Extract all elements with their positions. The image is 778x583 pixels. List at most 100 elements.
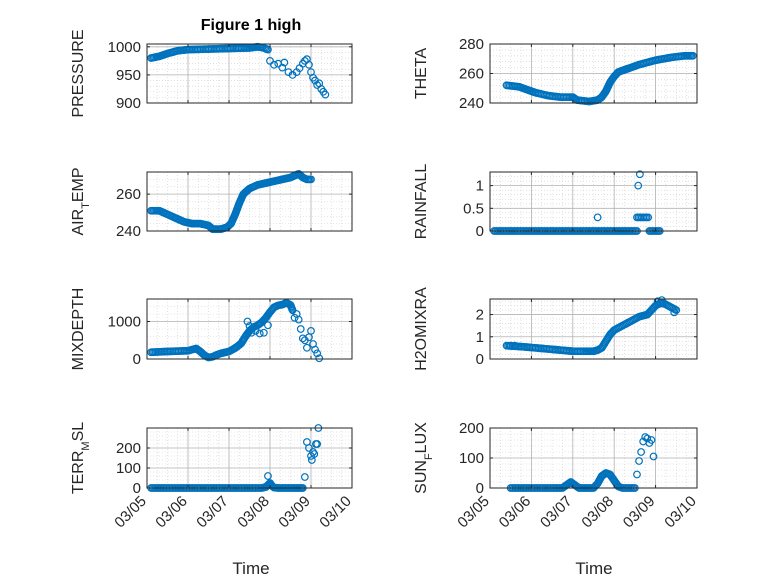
y-tick-label: 1000 [108,314,141,331]
x-tick-label: 03/10 [316,493,355,532]
axes-box [489,298,698,360]
data-point [243,317,252,326]
x-tick-label: 03/08 [578,493,617,532]
x-tick-label: 03/06 [496,493,535,532]
subplot-2: 240 260 280 THETA [413,36,698,112]
minor-grid [489,43,698,104]
x-tick-label: 03/05 [454,493,493,532]
x-tick-label: 03/06 [152,493,191,532]
data-point [321,90,330,99]
data-series [490,170,664,235]
minor-grid [146,427,353,489]
data-series [502,296,681,356]
x-axis-label-right: Time [575,559,612,578]
data-point [672,306,681,315]
data-point [245,322,254,330]
y-axis-label: THETA [413,48,430,100]
axes-box [146,427,353,489]
y-axis-label: H2OMIXRA [413,287,430,371]
data-point [657,296,666,305]
axes-box [146,171,353,232]
data-point [305,60,313,69]
data-point [280,58,289,67]
data-point [643,434,652,443]
y-tick-label: 2 [476,307,484,324]
y-tick-label: 200 [459,420,484,437]
y-tick-label: 0 [476,223,484,240]
y-tick-label: 900 [116,95,141,112]
data-point [278,63,287,72]
data-point [670,308,679,317]
data-point [506,341,515,350]
data-point [644,213,653,222]
subplot-7: 0 100 200 TERRMSL 03/05 03/06 03/07 03/08 03/09 0… [70,422,355,532]
axes-box [489,171,698,232]
data-point [247,328,256,337]
axes-box [146,43,353,104]
y-tick-label: 100 [116,460,141,477]
subplot-4: 0 0.5 1 RAINFALL [413,164,698,240]
y-tick-label: 950 [116,67,141,84]
data-point [303,343,311,352]
minor-grid [489,171,698,232]
data-point [688,51,697,60]
y-tick-label: 0 [133,480,141,497]
x-tick-label: 03/10 [661,493,700,532]
x-tick-label: 03/08 [234,493,273,532]
data-series [147,169,315,234]
y-tick-label: 0 [133,351,141,368]
data-point [313,440,322,448]
data-point [637,448,646,456]
y-tick-label: 280 [459,36,484,53]
data-point [264,321,272,330]
y-axis-label: TERRMSL [70,422,92,494]
data-series [147,42,330,99]
figure-title: Figure 1 high [201,17,301,34]
data-point [510,341,519,350]
data-point [593,213,602,222]
y-tick-label: 0 [476,351,484,368]
subplot-8: 0 100 200 SUNFLUX 03/05 03/06 03/07 03/08 03/09 0… [413,420,700,531]
data-series [147,298,324,363]
x-tick-label: 03/07 [193,493,232,532]
x-tick-label: 03/07 [537,493,576,532]
subplot-1: 900 950 1000 PRESSURE [70,29,353,118]
subplot-6: 0 1 2 H2OMIXRA [413,287,698,371]
y-axis-label: MIXDEPTH [70,288,87,371]
data-point [641,433,650,441]
data-point [635,170,644,179]
x-tick-label: 03/09 [275,493,314,532]
minor-grid [489,427,698,489]
y-tick-label: 240 [459,95,484,112]
data-point [270,60,279,69]
y-tick-label: 0.5 [463,200,484,217]
y-tick-label: 100 [459,450,484,467]
data-point [264,472,272,480]
y-tick-label: 240 [116,223,141,240]
data-point [296,325,305,333]
axes-box [146,298,353,360]
data-point [300,56,309,65]
subplot-3: 240 260 AIRTEMP [70,167,353,240]
data-point [307,326,315,335]
y-axis-label: PRESSURE [70,29,87,117]
data-point [311,345,320,354]
data-point [255,329,264,338]
data-point [251,326,260,335]
data-point [305,444,313,452]
data-point [290,313,299,322]
data-point [274,59,283,68]
y-tick-label: 1000 [108,39,141,56]
data-point [633,470,641,479]
y-axis-label: RAINFALL [413,164,430,240]
data-point [635,457,643,465]
data-series [506,433,658,492]
data-series [147,424,323,492]
data-series [502,51,697,106]
data-point [264,45,272,54]
data-point [259,328,268,337]
y-axis-label: AIRTEMP [70,167,92,235]
data-point [649,452,658,461]
